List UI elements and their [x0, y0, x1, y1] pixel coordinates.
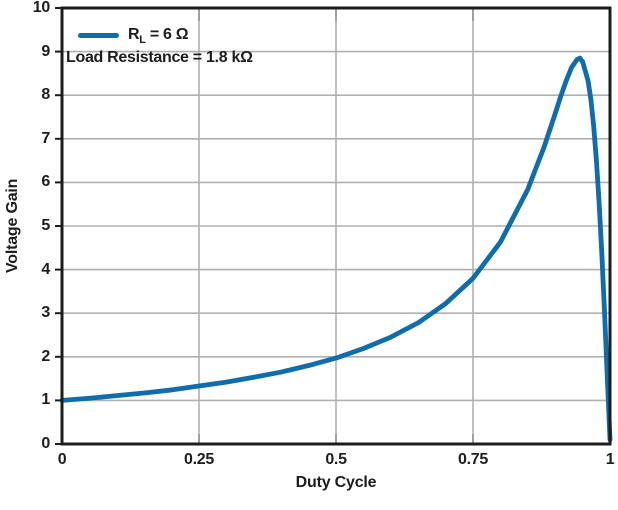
x-axis-title: Duty Cycle: [295, 474, 377, 491]
legend-series-label: RL = 6 Ω: [128, 26, 189, 47]
y-tick-label: 7: [41, 129, 50, 147]
y-tick-label: 4: [41, 260, 50, 278]
series-line-swatch: [78, 32, 119, 38]
x-tick-label: 0.25: [184, 451, 214, 468]
y-tick-label: 2: [41, 347, 50, 365]
y-tick-label: 5: [41, 217, 50, 234]
y-tick-label: 3: [41, 304, 50, 322]
x-tick-label: 1: [605, 451, 615, 468]
y-tick-label: 9: [41, 42, 50, 60]
x-tick-label: 0.5: [325, 451, 347, 468]
legend: RL = 6 Ω Load Resistance = 1.8 kΩ: [66, 24, 253, 69]
x-tick-label: 0: [57, 451, 67, 468]
y-tick-label: 0: [41, 435, 50, 452]
y-tick-label: 10: [32, 0, 51, 16]
y-tick-label: 8: [41, 86, 50, 104]
legend-entry: RL = 6 Ω: [66, 24, 253, 46]
y-tick-label: 6: [41, 173, 50, 191]
y-tick-label: 1: [41, 391, 50, 409]
legend-annotation: Load Resistance = 1.8 kΩ: [66, 49, 253, 66]
x-tick-label: 0.75: [458, 451, 488, 468]
